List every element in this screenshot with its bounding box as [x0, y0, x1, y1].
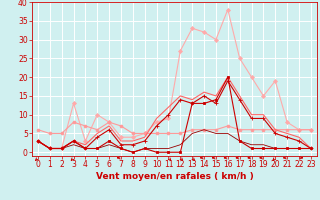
X-axis label: Vent moyen/en rafales ( km/h ): Vent moyen/en rafales ( km/h )	[96, 172, 253, 181]
